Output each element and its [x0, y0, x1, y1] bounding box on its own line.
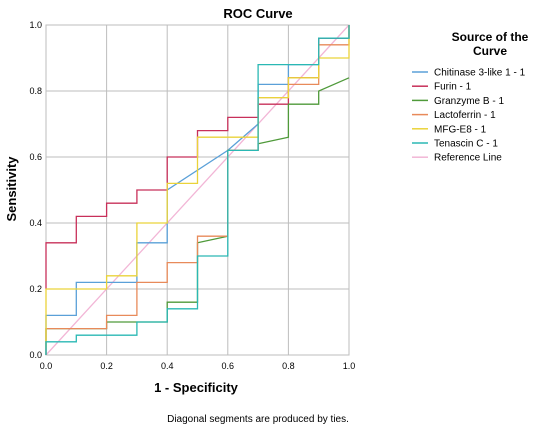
chart-title: ROC Curve [223, 6, 292, 21]
series-line-lactoferrin-1 [45, 25, 350, 355]
footnote: Diagonal segments are produced by ties. [167, 414, 349, 425]
legend: Source of the Curve Chitinase 3-like 1 -… [412, 30, 529, 164]
series-line-mfg-e8-1 [45, 25, 350, 349]
axis-layer: 0.0 0.2 0.4 0.6 0.8 1.0 0.0 0.2 0.4 0.6 0.8 1.0 [29, 20, 355, 371]
x-tick-label: 0.8 [282, 361, 295, 371]
x-tick-label: 0.0 [40, 361, 53, 371]
series-line-reference-line [45, 24, 350, 356]
y-tick-label: 0.8 [29, 86, 42, 96]
y-tick-label: 0.2 [29, 284, 42, 294]
y-tick-label: 1.0 [29, 20, 42, 30]
legend-label: MFG-E8 - 1 [434, 124, 487, 135]
y-tick-label: 0.4 [29, 218, 42, 228]
legend-label: Granzyme B - 1 [434, 96, 504, 107]
x-axis-label: 1 - Specificity [154, 380, 239, 395]
legend-label: Lactoferrin - 1 [434, 110, 496, 121]
x-tick-label: 0.2 [100, 361, 113, 371]
legend-label: Reference Line [434, 153, 502, 164]
x-tick-label: 0.4 [161, 361, 174, 371]
series-line-tenascin-c-1 [45, 25, 350, 355]
y-tick-label: 0.6 [29, 152, 42, 162]
y-tick-label: 0.0 [29, 350, 42, 360]
legend-label: Tenascin C - 1 [434, 139, 498, 150]
legend-label: Furin - 1 [434, 82, 472, 93]
plot-frame [45, 24, 350, 356]
series-layer [45, 24, 350, 356]
y-axis-label: Sensitivity [4, 156, 19, 222]
x-tick-label: 1.0 [343, 361, 356, 371]
legend-title-line-2: Curve [473, 44, 507, 58]
x-tick-label: 0.6 [222, 361, 235, 371]
legend-label: Chitinase 3-like 1 - 1 [434, 68, 526, 79]
legend-title-line-1: Source of the [452, 30, 529, 44]
